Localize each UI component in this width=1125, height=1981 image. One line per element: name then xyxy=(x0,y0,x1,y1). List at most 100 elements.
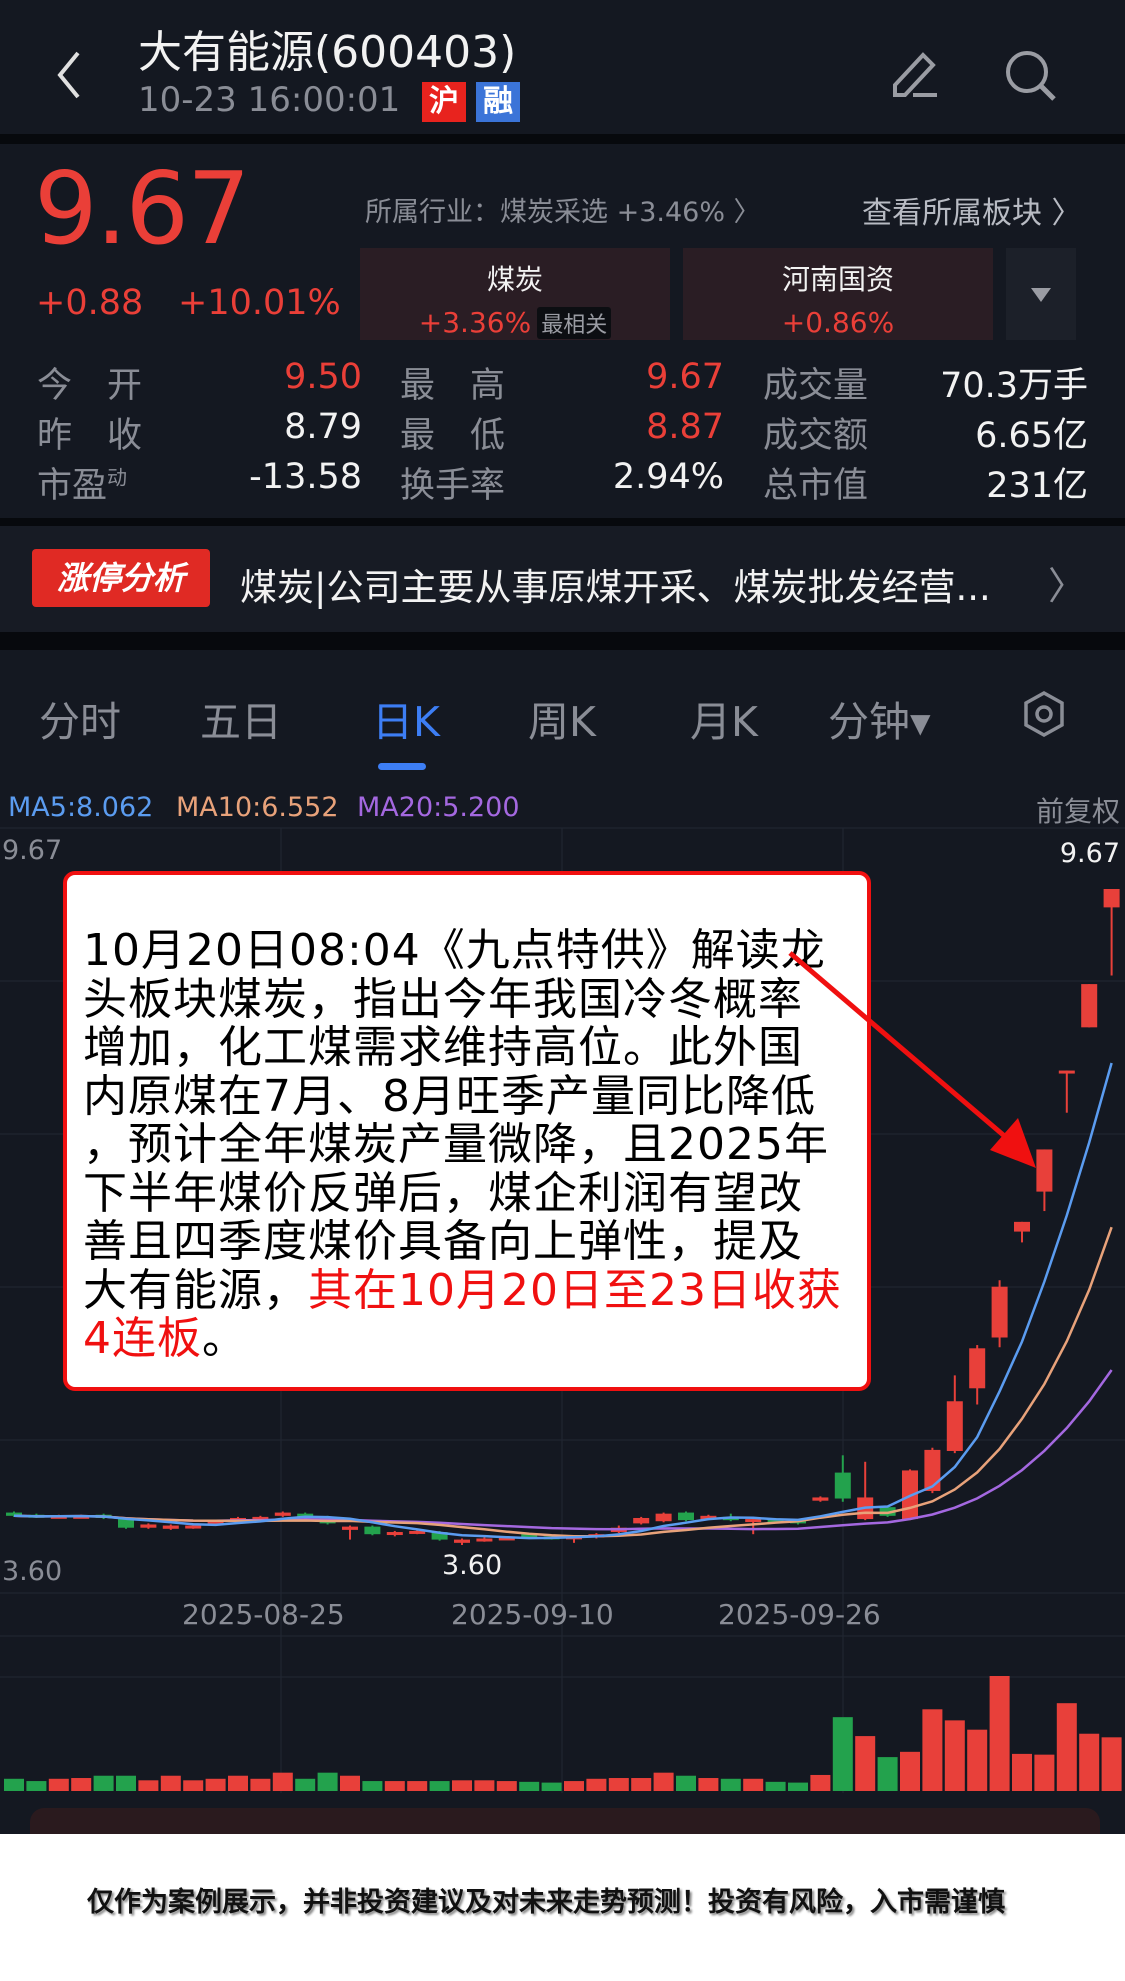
stat-label-text: 总市值 xyxy=(763,466,869,506)
annotation-text: 下半年煤价反弹后，煤企利润有望改 xyxy=(83,1167,803,1219)
volume-bar xyxy=(832,1717,853,1791)
volume-bar xyxy=(810,1774,831,1791)
annotation-text: 10月20日08:04《九点特供》解读龙 xyxy=(83,925,826,976)
sector-card-coal[interactable]: 煤炭 +3.36% 最相关 xyxy=(360,248,670,340)
volume-bar xyxy=(384,1781,405,1791)
stat-value: 9.50 xyxy=(284,357,362,397)
tab-intraday[interactable]: 分时 xyxy=(39,698,121,746)
price-adjust-toggle[interactable]: 前复权 xyxy=(1035,795,1120,828)
annotation-line: 下半年煤价反弹后，煤企利润有望改 xyxy=(83,1167,803,1219)
stat-value: 231亿 xyxy=(986,466,1088,506)
bottom-strip xyxy=(30,1808,1100,1834)
annotation-text: ，预计全年煤炭产量微降，且2025年 xyxy=(83,1119,829,1170)
tab-daily-k[interactable]: 日K xyxy=(372,698,440,746)
candle-body xyxy=(521,1534,538,1538)
volume-bar xyxy=(26,1781,47,1791)
candle-body xyxy=(678,1512,694,1521)
price-change-pct: +10.01% xyxy=(178,283,341,323)
candle-body xyxy=(924,1449,941,1491)
annotation-text: 增加，化工煤需求维持高位。此外国 xyxy=(83,1022,803,1073)
annotation-line: ，预计全年煤炭产量微降，且2025年 xyxy=(83,1121,829,1169)
annotation-arrow xyxy=(788,951,1036,1168)
industry-link[interactable]: 所属行业：煤炭采选 +3.46% 〉 xyxy=(365,197,761,228)
candle-body xyxy=(118,1519,134,1528)
stat-label: 昨 收 xyxy=(37,407,142,458)
volume-bar xyxy=(250,1778,271,1791)
volume-bar xyxy=(1056,1703,1077,1791)
tab-five-day[interactable]: 五日 xyxy=(200,698,282,746)
price-change: +0.88 xyxy=(36,283,144,323)
volume-bar xyxy=(720,1778,741,1791)
volume-bar xyxy=(1034,1754,1055,1791)
stat-value: 70.3万手 xyxy=(940,366,1088,406)
stat-label-text: 最 低 xyxy=(400,416,506,456)
volume-bar xyxy=(676,1775,696,1791)
annotation-highlight: 其在10月20日至23日收获 xyxy=(308,1264,842,1316)
view-sectors-link[interactable]: 查看所属板块 〉 xyxy=(862,196,1082,231)
candle-body xyxy=(6,1512,22,1516)
annotation-line: 善且四季度煤价具备向上弹性，提及 xyxy=(83,1218,803,1266)
volume-bar xyxy=(788,1782,808,1791)
tab-minute[interactable]: 分钟▾ xyxy=(828,698,931,746)
limit-up-reason: 煤炭|公司主要从事原煤开采、煤炭批发经营... xyxy=(240,566,991,609)
x-tick-label: 2025-08-25 xyxy=(182,1598,345,1631)
stat-label-text: 今 开 xyxy=(37,366,143,406)
volume-bar xyxy=(116,1775,136,1791)
tab-weekly-k[interactable]: 周K xyxy=(528,698,596,746)
volume-bar xyxy=(944,1720,965,1791)
chart-settings-button[interactable] xyxy=(1020,690,1068,742)
stat-label-sup: 动 xyxy=(107,465,128,490)
stat-value: 8.79 xyxy=(284,407,362,447)
quote-time: 10-23 16:00:01 xyxy=(138,80,401,120)
volume-bar xyxy=(989,1676,1010,1791)
candle-body xyxy=(879,1507,896,1516)
candle-body xyxy=(297,1513,314,1517)
search-button[interactable] xyxy=(1000,45,1060,109)
divider xyxy=(0,632,1125,650)
volume-bar xyxy=(205,1778,226,1791)
candle-body xyxy=(162,1525,179,1529)
stat-value: -13.58 xyxy=(249,457,362,497)
candle-body xyxy=(1014,1221,1030,1232)
back-button[interactable] xyxy=(50,45,90,105)
candle-body xyxy=(633,1517,650,1524)
candle-body xyxy=(207,1521,224,1525)
candle-body xyxy=(386,1532,403,1536)
stat-label-text: 成交量 xyxy=(763,366,869,406)
margin-badge: 融 xyxy=(476,82,520,122)
caret-down-icon xyxy=(1031,288,1051,302)
sector-card-henan[interactable]: 河南国资 +0.86% xyxy=(683,248,993,340)
volume-bar xyxy=(541,1782,562,1791)
stat-label: 今 开 xyxy=(37,357,142,408)
candle-body xyxy=(812,1497,829,1501)
volume-bar xyxy=(1101,1737,1122,1791)
candle-body xyxy=(1081,984,1098,1028)
volume-bar xyxy=(228,1775,248,1791)
search-icon xyxy=(1006,51,1056,101)
volume-bar xyxy=(48,1778,69,1791)
volume-bar xyxy=(474,1780,495,1791)
candle-body xyxy=(767,1519,784,1523)
most-related-tag: 最相关 xyxy=(537,307,612,339)
volume-bar xyxy=(698,1778,719,1791)
volume-bar xyxy=(765,1781,786,1791)
volume-bar xyxy=(429,1781,450,1791)
ma5-label: MA5:8.062 xyxy=(8,792,154,823)
volume-bar xyxy=(519,1781,540,1791)
volume-bar xyxy=(272,1772,293,1791)
volume-bar xyxy=(160,1775,181,1791)
tab-monthly-k[interactable]: 月K xyxy=(690,698,758,746)
stat-label-text: 市盈 xyxy=(37,466,108,506)
candle-body xyxy=(252,1516,269,1520)
volume-bar xyxy=(855,1736,876,1791)
volume-bar xyxy=(496,1781,517,1791)
candle-body xyxy=(946,1401,963,1451)
annotation-line: 大有能源，其在10月20日至23日收获 xyxy=(83,1264,842,1316)
annotation-text: 内原煤在7月、8月旺季产量同比降低 xyxy=(83,1070,816,1122)
stat-label: 最 高 xyxy=(400,357,505,408)
edit-button[interactable] xyxy=(885,45,945,109)
stat-label: 总市值 xyxy=(763,457,868,508)
active-tab-indicator xyxy=(378,763,426,770)
sectors-dropdown[interactable] xyxy=(1006,248,1076,340)
sector-name: 煤炭 xyxy=(486,263,543,296)
